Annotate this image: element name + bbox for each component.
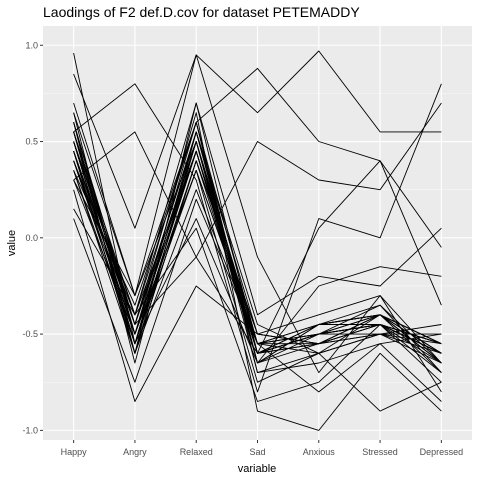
series-line [73, 83, 442, 393]
x-tick-label: Sad [249, 447, 265, 457]
x-tick-label: Depressed [420, 447, 464, 457]
x-tick-label: Happy [61, 447, 88, 457]
x-tick-label: Relaxed [180, 447, 213, 457]
series-line [73, 102, 442, 258]
series-lines [73, 50, 442, 431]
series-line [73, 50, 442, 229]
chart-title: Laodings of F2 def.D.cov for dataset PET… [43, 4, 360, 20]
series-line [73, 169, 442, 364]
x-tick-label: Angry [123, 447, 147, 457]
x-axis-title: variable [238, 463, 277, 475]
x-tick-label: Anxious [303, 447, 336, 457]
y-tick-label: 1.0 [25, 40, 38, 50]
series-line [73, 121, 442, 364]
y-tick-label: -1.0 [22, 425, 38, 435]
y-axis-title: value [6, 230, 18, 256]
x-axis-ticks: Happy Angry Relaxed Sad Anxious Stressed Depre… [61, 440, 463, 457]
y-tick-label: -0.5 [22, 329, 38, 339]
series-line [73, 141, 442, 354]
y-axis-ticks: -1.0 -0.5 0.0 0.5 1.0 [22, 40, 43, 435]
y-tick-label: 0.0 [25, 233, 38, 243]
x-tick-label: Stressed [362, 447, 398, 457]
y-tick-label: 0.5 [25, 137, 38, 147]
